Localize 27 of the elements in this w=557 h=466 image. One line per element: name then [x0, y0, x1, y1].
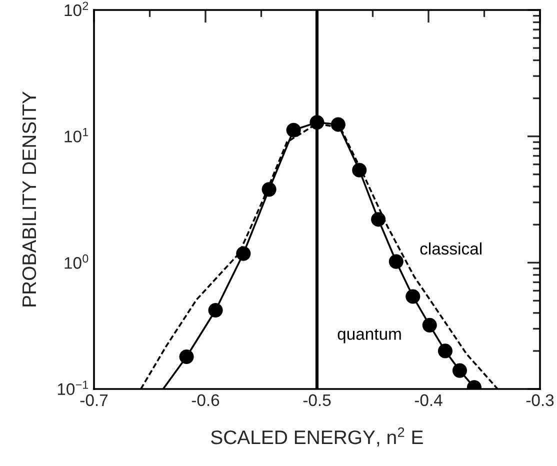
point: [438, 344, 453, 358]
point: [208, 302, 223, 318]
point: [422, 318, 437, 332]
point: [452, 363, 468, 378]
y-tick-label: 10$^{−1}$: [58, 380, 88, 396]
x-tick-label: -0.4: [414, 394, 442, 406]
point: [406, 289, 420, 304]
point: [262, 182, 276, 197]
point: [236, 246, 251, 261]
point: [352, 162, 367, 178]
point: [286, 122, 301, 138]
point: [330, 117, 346, 132]
x-axis-title: SCALED ENERGY, n$^{2}$ E: [211, 427, 423, 447]
point: [388, 254, 404, 269]
series-label: classical: [420, 242, 482, 255]
x-tick-label: -0.6: [192, 394, 220, 406]
point: [310, 115, 324, 130]
x-tick-label: -0.7: [80, 394, 108, 406]
x-tick-label: -0.5: [303, 394, 331, 406]
y-tick-label: 10$^{2}$: [64, 2, 88, 16]
series-label: quantum: [338, 328, 401, 344]
x-tick-label: -0.3: [526, 394, 554, 406]
y-axis-title: PROBABILITY DENSITY: [22, 92, 36, 306]
y-tick-label: 10$^{1}$: [64, 128, 88, 142]
point: [179, 349, 194, 364]
y-tick-label: 10$^{0}$: [64, 254, 88, 269]
point: [371, 212, 386, 227]
